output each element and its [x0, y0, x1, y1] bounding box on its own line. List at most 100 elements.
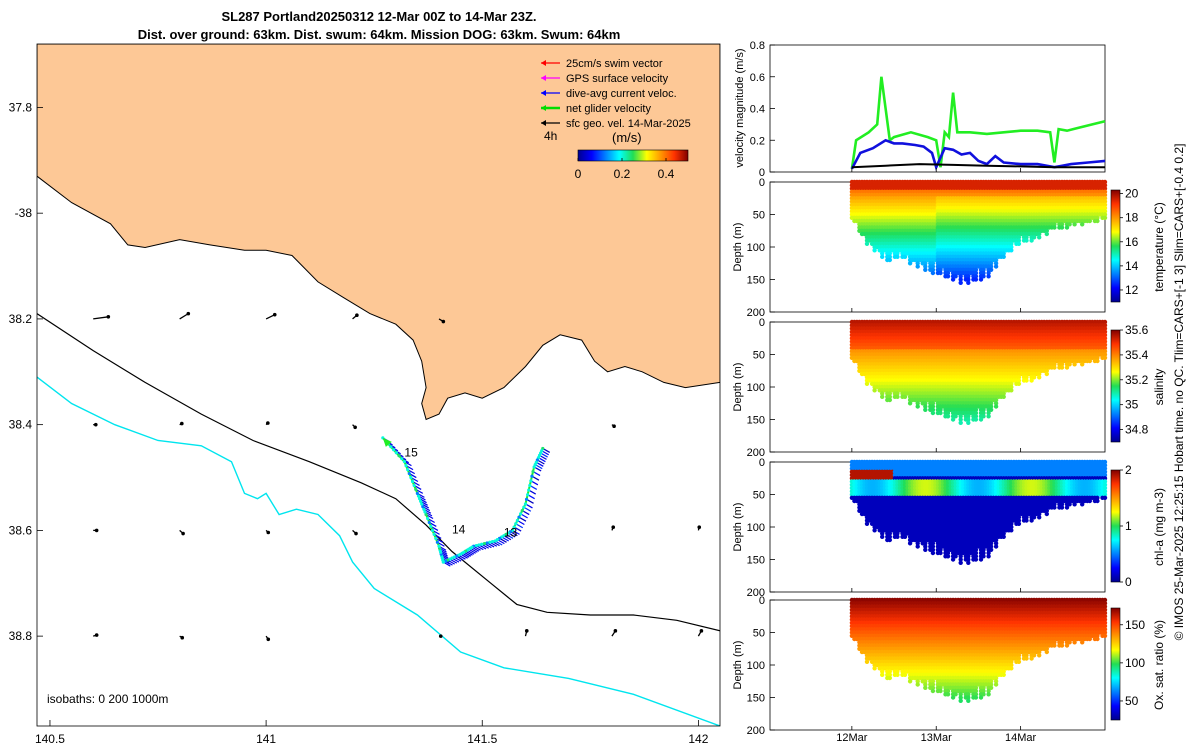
map-y-axis: 37.8 -38 38.2 38.4 38.6 38.8: [9, 100, 43, 643]
legend-label: net glider velocity: [566, 103, 651, 115]
depth-tick-label: 150: [747, 415, 765, 427]
colorbar-tick-label: 14: [1125, 259, 1139, 273]
isobath-1000m: [37, 376, 720, 726]
track-point: [474, 543, 478, 548]
speed-colorbar-ticks: 0 0.2 0.4: [575, 158, 675, 181]
map-x-tick-label: 141.5: [467, 732, 497, 746]
chart-title: SL287 Portland20250312 12-Mar 00Z to 14-…: [221, 9, 536, 24]
track-point: [400, 457, 404, 461]
track-point: [414, 487, 418, 492]
map-x-axis: 140.5 141 141.5 142: [35, 720, 709, 746]
track-point: [480, 542, 484, 546]
track-point: [423, 510, 427, 514]
track-point: [493, 539, 497, 543]
profile-colorbar: [1110, 607, 1121, 721]
track-point: [532, 465, 536, 469]
map-y-tick-label: 38.2: [9, 312, 33, 326]
depth-tick-label: 150: [747, 275, 765, 287]
depth-axis-label: Depth (m): [732, 641, 744, 690]
legend-item: net glider velocity: [541, 103, 651, 115]
track-point: [417, 497, 422, 501]
geo-velocity-arrow: [179, 421, 184, 426]
track-point: [416, 494, 421, 498]
velocity-y-tick-label: 0.8: [750, 40, 765, 52]
track-point: [409, 475, 413, 480]
depth-tick-label: 50: [753, 210, 765, 222]
track-point: [531, 469, 535, 474]
colorbar-tick-label: 20: [1125, 187, 1139, 201]
geo-velocity-arrow: [93, 528, 99, 533]
geo-velocity-arrow: [438, 318, 446, 324]
track-point: [412, 483, 416, 488]
colorbar-tick-label: 35.4: [1125, 348, 1149, 362]
geo-velocity-arrow: [179, 311, 191, 320]
track-point: [434, 536, 438, 540]
depth-axis-label: Depth (m): [732, 503, 744, 552]
colorbar-tick-label: 35.2: [1125, 373, 1149, 387]
geo-velocity-arrow: [438, 634, 443, 638]
geo-velocity-arrow: [265, 529, 271, 535]
speed-colorbar-tick-label: 0: [575, 167, 582, 181]
day-label: 15: [404, 445, 418, 459]
track-point: [424, 512, 428, 517]
map-panel: 140.5 141 141.5 142 37.8 -38 38.2 38.4 38.6 38.8…: [9, 43, 721, 746]
depth-tick-label: 0: [759, 177, 765, 189]
legend-label: GPS surface velocity: [566, 73, 669, 85]
geo-velocity-arrow: [265, 421, 270, 426]
track-arrowhead: [382, 437, 392, 447]
geo-velocity-arrow: [611, 424, 616, 429]
velocity-ylabel: velocity magnitude (m/s): [734, 48, 746, 167]
colorbar-tick-label: 16: [1125, 235, 1139, 249]
day-label: 13: [504, 526, 518, 540]
colorbar-label: (m/s): [612, 130, 642, 145]
map-legend: 25cm/s swim vector GPS surface velocity di…: [541, 58, 691, 181]
profile-panel-oxygen: 0 50 100 150 200 Depth (m) 50 100 150 Ox. sat. ra…: [732, 595, 1166, 737]
track-point: [419, 499, 423, 503]
track-point: [430, 528, 435, 532]
colorbar-tick-label: 1: [1125, 519, 1132, 533]
profile-scatter: [849, 179, 1108, 285]
colorbar-title: temperature (°C): [1152, 202, 1166, 292]
track-point: [527, 488, 531, 492]
depth-tick-label: 100: [747, 382, 765, 394]
speed-colorbar-tick-label: 0.2: [614, 167, 631, 181]
geo-velocity-arrow: [611, 525, 616, 531]
geo-velocity-arrow: [93, 633, 99, 637]
track-point: [415, 491, 420, 495]
depth-axis-label: Depth (m): [732, 363, 744, 412]
depth-tick-label: 150: [747, 555, 765, 567]
map-x-tick-label: 140.5: [35, 732, 65, 746]
track-point: [517, 515, 521, 519]
depth-tick-label: 200: [747, 307, 765, 319]
track-point: [420, 502, 424, 506]
colorbar-title: salinity: [1152, 369, 1166, 406]
geo-velocity-arrow: [265, 635, 271, 642]
depth-tick-label: 0: [759, 457, 765, 469]
track-point: [529, 479, 533, 483]
velocity-y-tick-label: 0: [759, 167, 765, 179]
day-label: 14: [452, 523, 466, 537]
track-point: [520, 508, 524, 513]
geo-velocity-arrow: [179, 529, 185, 536]
track-point: [526, 493, 530, 497]
time-tick-label: 13Mar: [921, 732, 953, 744]
track-point: [515, 518, 519, 523]
depth-axis-label: Depth (m): [732, 223, 744, 272]
depth-tick-label: 200: [747, 587, 765, 599]
geo-velocity-arrow: [265, 312, 277, 320]
depth-tick-label: 100: [747, 660, 765, 672]
track-point: [512, 525, 516, 529]
track-point: [404, 464, 408, 468]
map-y-tick-label: -38: [15, 206, 33, 220]
colorbar-title: chl-a (mg m-3): [1152, 488, 1166, 566]
map-y-tick-label: 38.4: [9, 418, 33, 432]
velocity-y-tick-label: 0.2: [750, 135, 765, 147]
speed-colorbar-tick-label: 0.4: [658, 167, 675, 181]
track-point: [435, 540, 439, 544]
profile-panel-temperature: 0 50 100 150 200 Depth (m) 12 14 16 18 20 temperatu…: [732, 177, 1166, 319]
legend-item: dive-avg current veloc.: [541, 88, 677, 100]
colorbar-tick-label: 35: [1125, 398, 1139, 412]
track-point: [485, 541, 489, 545]
geo-velocity-arrow: [352, 313, 359, 320]
map-y-tick-label: 38.8: [9, 629, 33, 643]
